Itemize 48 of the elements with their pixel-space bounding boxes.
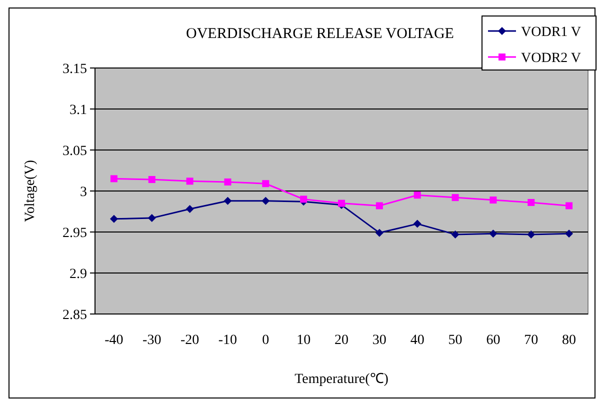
legend-label: VODR1 V — [521, 24, 582, 40]
x-tick-label: 60 — [486, 333, 500, 348]
y-tick-label: 2.9 — [70, 266, 87, 282]
y-tick-label: 3.05 — [62, 144, 87, 159]
y-tick-label: 3.15 — [62, 62, 87, 77]
point — [452, 194, 459, 202]
y-tick-label: 3 — [80, 184, 87, 200]
point — [110, 175, 118, 182]
point — [528, 198, 535, 206]
point — [186, 205, 194, 214]
x-tick-label: -40 — [104, 333, 124, 348]
x-tick-label: 70 — [524, 333, 538, 348]
point — [413, 220, 422, 228]
point — [262, 196, 270, 205]
y-axis-title: Voltage(V) — [23, 160, 38, 222]
point — [451, 230, 460, 238]
x-tick-label: 30 — [372, 333, 386, 348]
x-tick-label: -10 — [218, 333, 238, 348]
point — [527, 230, 536, 238]
x-tick-label: 40 — [410, 333, 424, 348]
point — [110, 214, 118, 223]
point — [148, 176, 156, 184]
x-tick-label: 0 — [262, 333, 270, 348]
point — [224, 196, 232, 205]
legend-label: VODR2 V — [521, 50, 582, 66]
y-tick-label: 2.95 — [62, 226, 87, 241]
y-tick-label: 3.1 — [70, 102, 87, 118]
x-tick-label: 50 — [448, 333, 462, 348]
point — [566, 202, 573, 210]
x-tick-label: 10 — [296, 333, 311, 348]
x-tick-label: 20 — [334, 333, 348, 348]
point — [490, 196, 497, 204]
point — [262, 180, 270, 188]
point — [565, 230, 574, 238]
x-tick-label: -30 — [142, 333, 162, 348]
point — [375, 228, 384, 237]
x-tick-label: 80 — [562, 333, 576, 348]
x-tick-label: -20 — [180, 333, 200, 348]
y-tick-label: 2.85 — [62, 308, 87, 323]
point — [148, 214, 156, 222]
chart-title: OVERDISCHARGE RELEASE VOLTAGE — [186, 26, 454, 42]
point — [186, 178, 194, 185]
x-axis-title: Temperature(℃) — [294, 372, 389, 387]
point — [414, 192, 421, 199]
point — [300, 196, 308, 203]
point — [489, 230, 498, 238]
point — [224, 178, 232, 186]
point — [376, 202, 383, 210]
